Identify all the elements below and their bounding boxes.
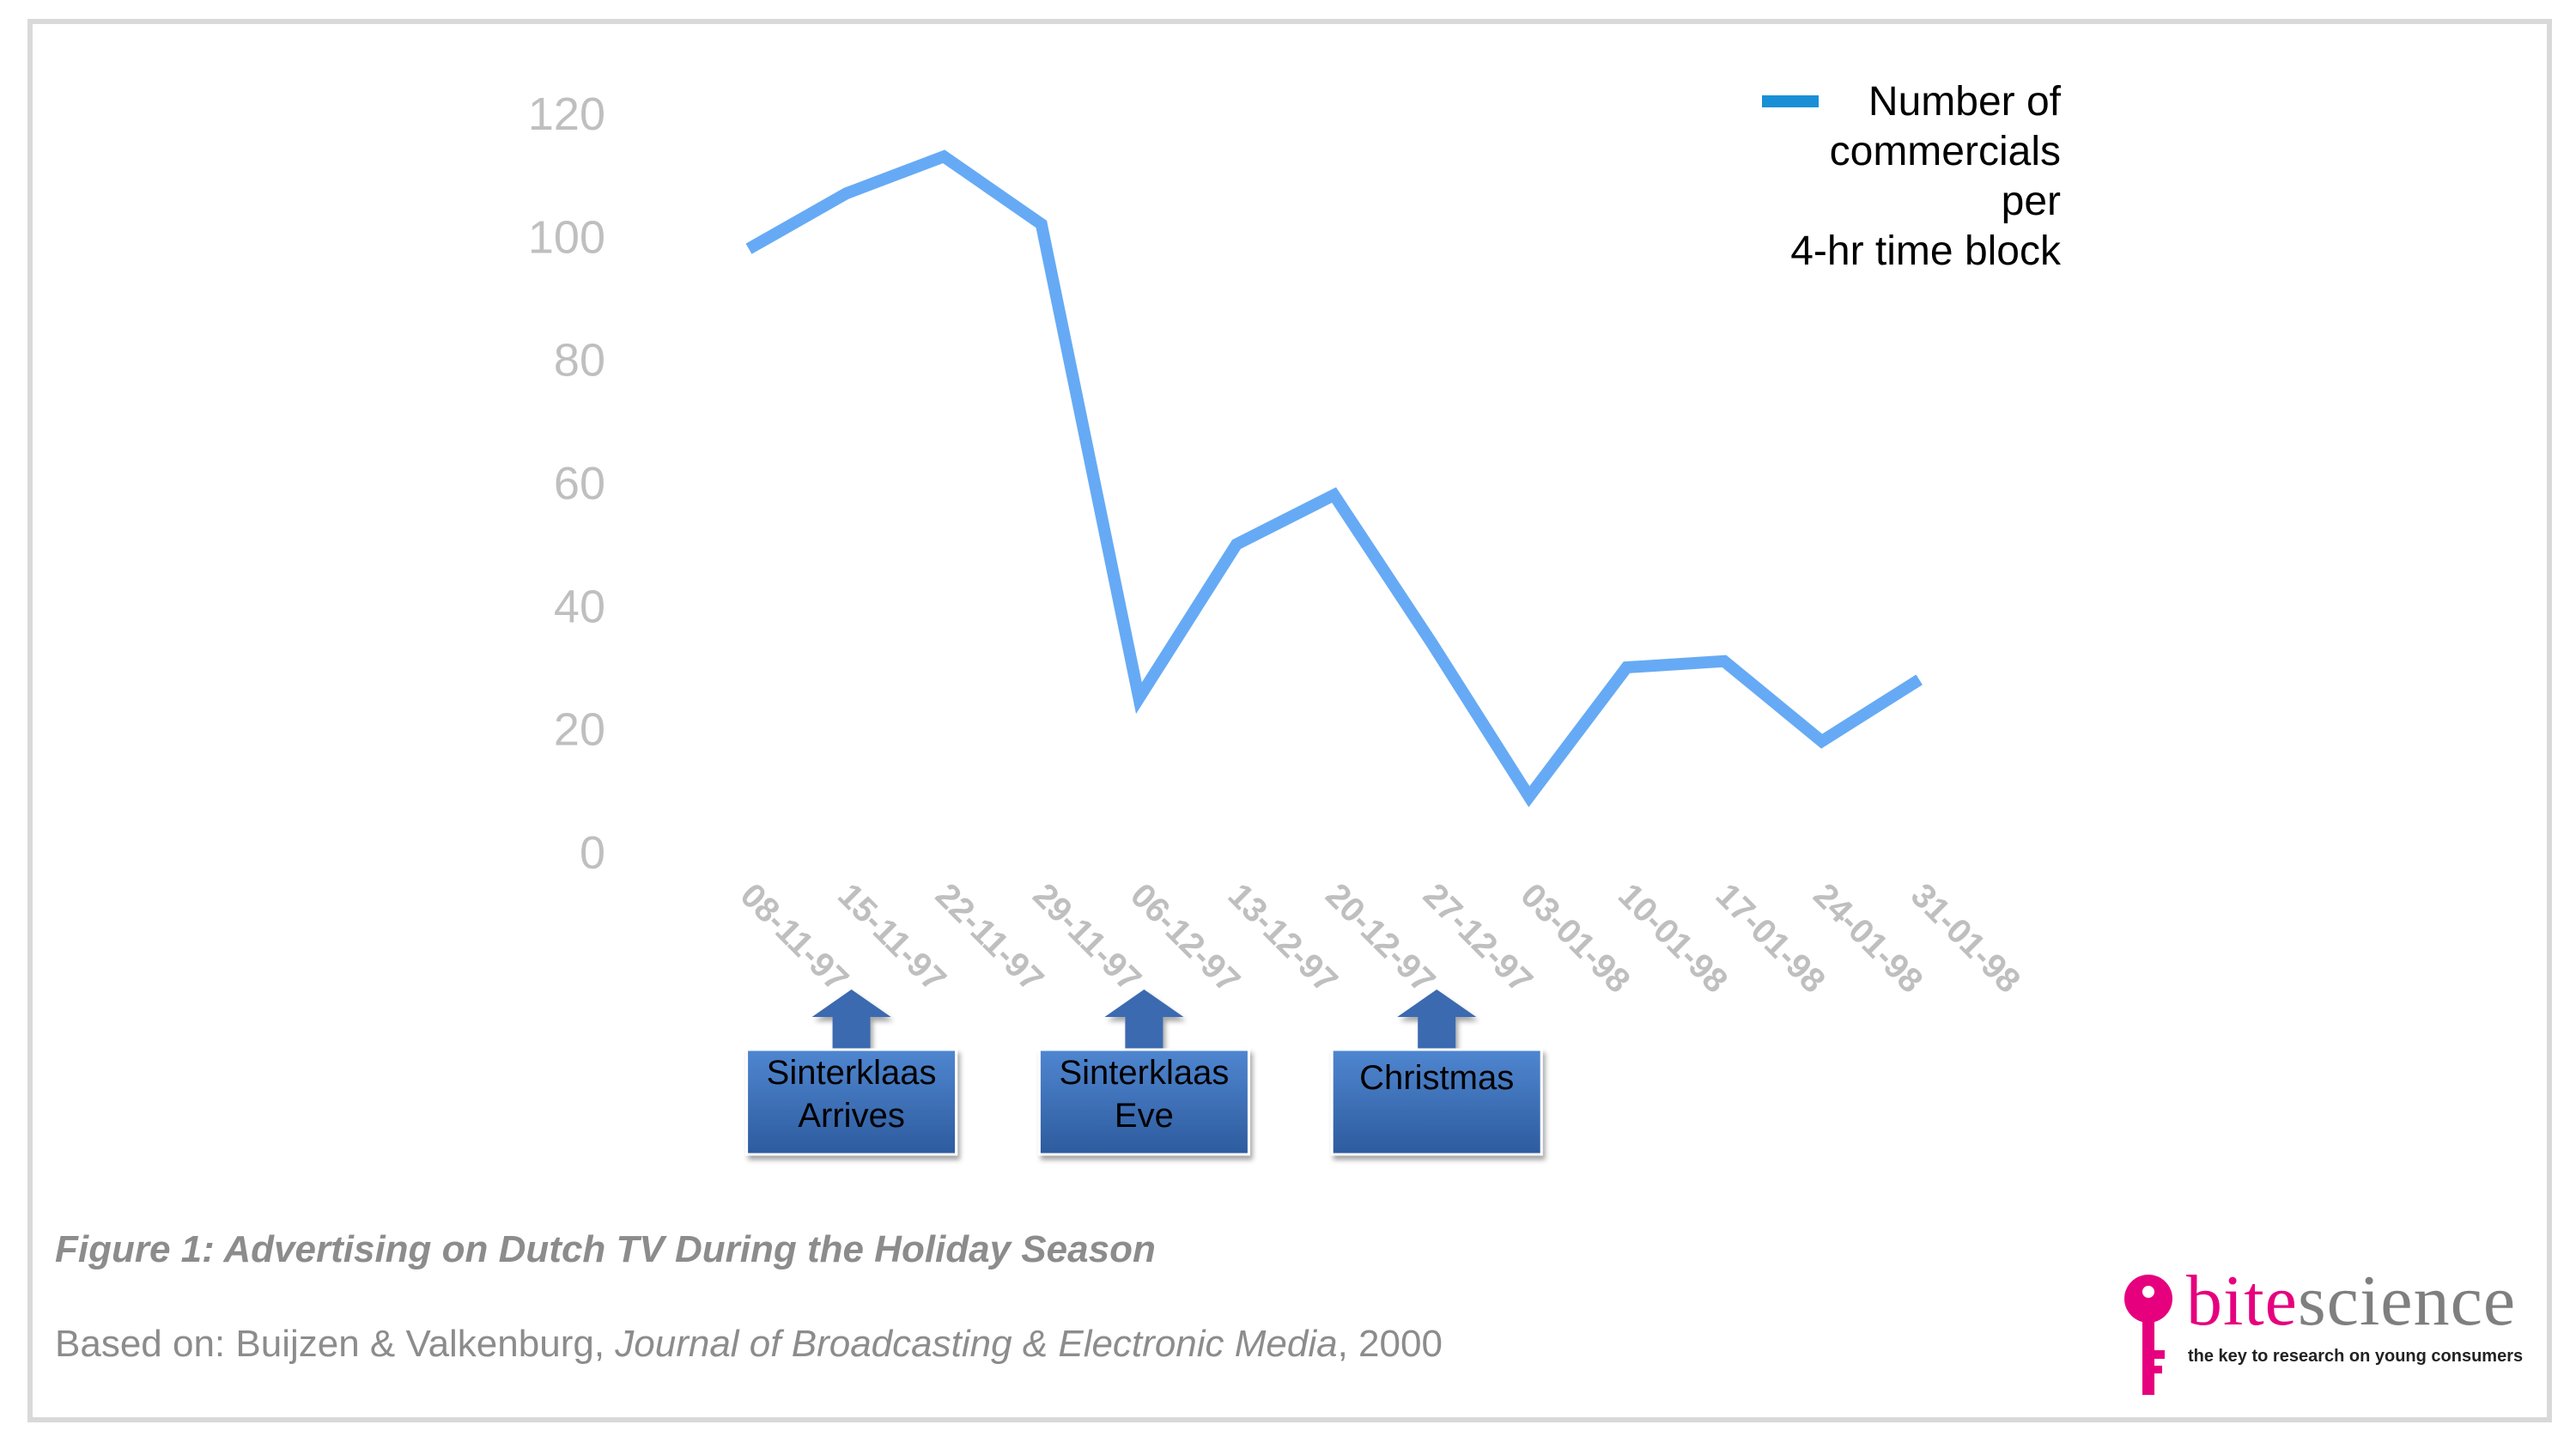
y-tick-label: 40 [554,581,605,632]
data-point [846,192,848,194]
data-point [1528,796,1530,798]
y-tick-label: 80 [554,335,605,387]
logo-word-bite: bite [2186,1261,2298,1341]
annotation-label: Sinterklaas [1059,1054,1229,1092]
source-suffix: , 2000 [1337,1323,1443,1365]
legend-label-line: Number of [1868,79,2062,125]
data-point [1236,544,1237,545]
annotation-callout [1330,989,1543,1156]
annotation-box [1330,1048,1543,1156]
annotation-callout [745,989,958,1156]
legend-swatch [1762,95,1819,107]
x-tick-label: 22-11-97 [928,876,1051,999]
data-point [1431,642,1432,643]
legend-label-line: 4-hr time block [1790,228,2062,274]
up-arrow-icon [1104,989,1184,1050]
annotation-label: Sinterklaas [767,1054,937,1092]
up-arrow-icon [811,989,891,1050]
data-point [943,155,945,157]
legend-label-line: commercials [1830,129,2061,174]
y-tick-label: 20 [554,704,605,756]
annotation-label: Arrives [798,1097,904,1135]
source-journal: Journal of Broadcasting & Electronic Med… [615,1323,1338,1365]
data-point [1334,494,1335,496]
data-point [1918,679,1920,680]
logo-wordmark: bitescience [2186,1259,2516,1342]
key-icon [2124,1275,2172,1395]
y-tick-label: 120 [528,88,605,140]
up-arrow-icon [1397,989,1477,1050]
event-annotations: Sinterklaas Arrives Sinterklaas Eve Christma… [745,989,1543,1156]
annotation-label: Christmas [1359,1059,1514,1097]
y-tick-label: 100 [528,211,605,263]
series-group [745,149,1923,807]
y-tick-label: 0 [580,827,605,879]
bitescience-logo: bitescience the key to research on young… [2119,1261,2531,1400]
x-tick-label: 15-11-97 [830,876,953,999]
annotation-box [1037,1048,1250,1156]
logo-word-science: science [2297,1261,2517,1341]
data-point [1041,223,1042,225]
figure-frame [27,19,2552,1422]
source-prefix: Based on: Buijzen & Valkenburg, [55,1323,616,1365]
y-tick-label: 60 [554,458,605,509]
x-tick-label: 29-11-97 [1025,876,1148,999]
figure-caption: Figure 1: Advertising on Dutch TV During… [55,1228,1156,1270]
data-point [1723,661,1725,662]
data-point [1821,740,1823,742]
x-tick-label: 08-11-97 [733,876,856,999]
x-axis-ticks: 08-11-9715-11-9722-11-9729-11-9706-12-97… [733,876,2028,1000]
x-tick-label: 31-01-98 [1904,876,2027,1000]
data-point [1625,667,1627,668]
series-line [745,149,1923,807]
data-point [1138,697,1139,699]
data-point [748,248,750,250]
source-citation: Based on: Buijzen & Valkenburg, Journal … [55,1323,1443,1366]
annotation-box [745,1048,958,1156]
annotation-label: Eve [1115,1097,1174,1135]
y-axis-ticks: 0 20 40 60 80 100 120 [528,88,605,879]
annotation-callout [1037,989,1250,1156]
legend-label-line: per [2002,179,2061,224]
logo-tagline: the key to research on young consumers [2188,1347,2524,1366]
